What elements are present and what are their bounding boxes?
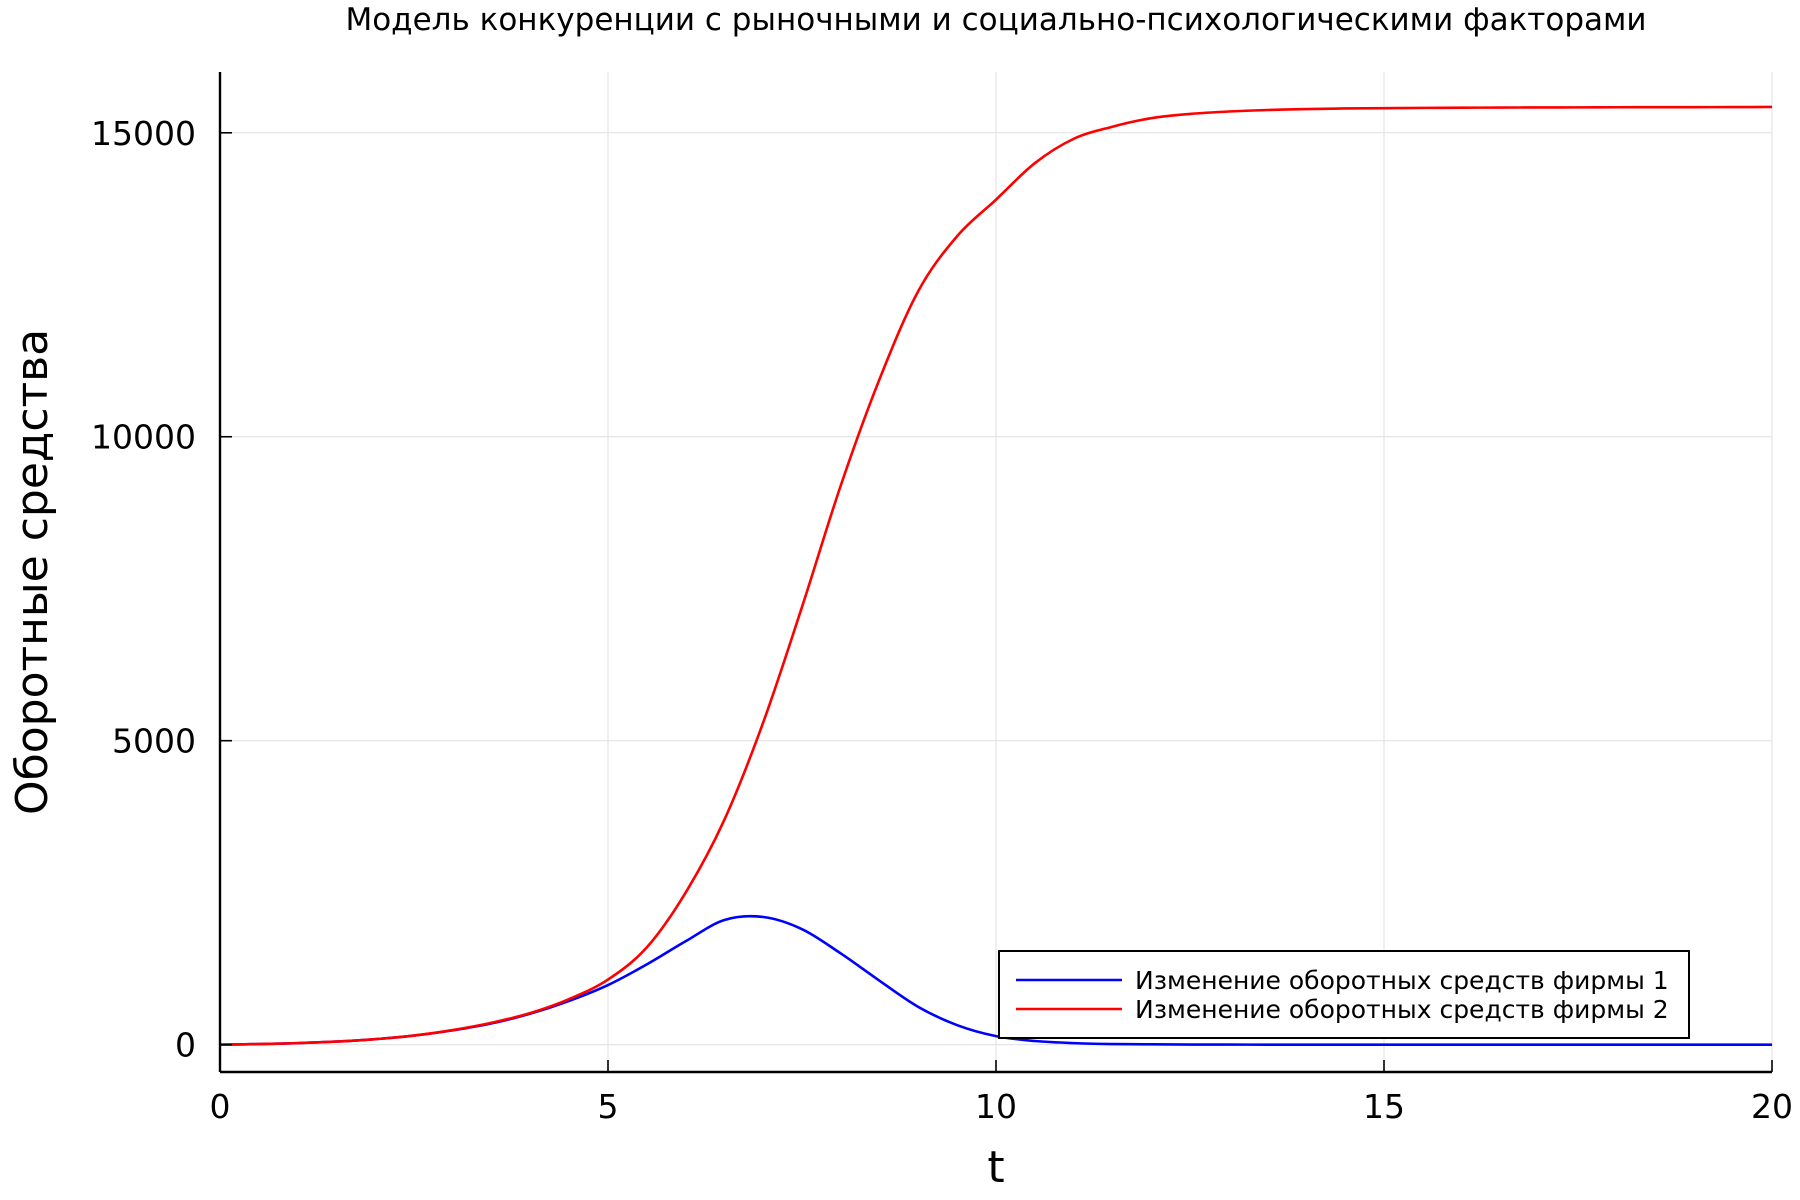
y-tick-label: 15000: [91, 114, 196, 153]
legend-label-firm-2: Изменение оборотных средств фирмы 2: [1135, 995, 1669, 1024]
y-tick-label: 5000: [112, 722, 196, 761]
series-line-firm-2: [219, 105, 1773, 1046]
legend-label-firm-1: Изменение оборотных средств фирмы 1: [1135, 966, 1669, 995]
legend-box: [998, 950, 1690, 1039]
x-tick-label: 10: [975, 1087, 1017, 1126]
x-axis-title: t: [987, 1142, 1004, 1193]
series-layer: [219, 105, 1773, 1046]
x-tick-label: 5: [598, 1087, 619, 1126]
y-tick-label: 10000: [91, 418, 196, 457]
x-ticks: 0 5 10 15 20: [210, 1060, 1793, 1126]
y-ticks: 0 5000 10000 15000: [91, 114, 232, 1065]
legend: Изменение оборотных средств фирмы 1 Изме…: [998, 950, 1690, 1039]
x-tick-label: 20: [1751, 1087, 1793, 1126]
chart-title: Модель конкуренции с рыночными и социаль…: [345, 2, 1646, 38]
x-tick-label: 0: [210, 1087, 231, 1126]
x-tick-label: 15: [1363, 1087, 1405, 1126]
y-axis-title: Оборотные средства: [7, 329, 58, 815]
y-tick-label: 0: [175, 1026, 196, 1065]
